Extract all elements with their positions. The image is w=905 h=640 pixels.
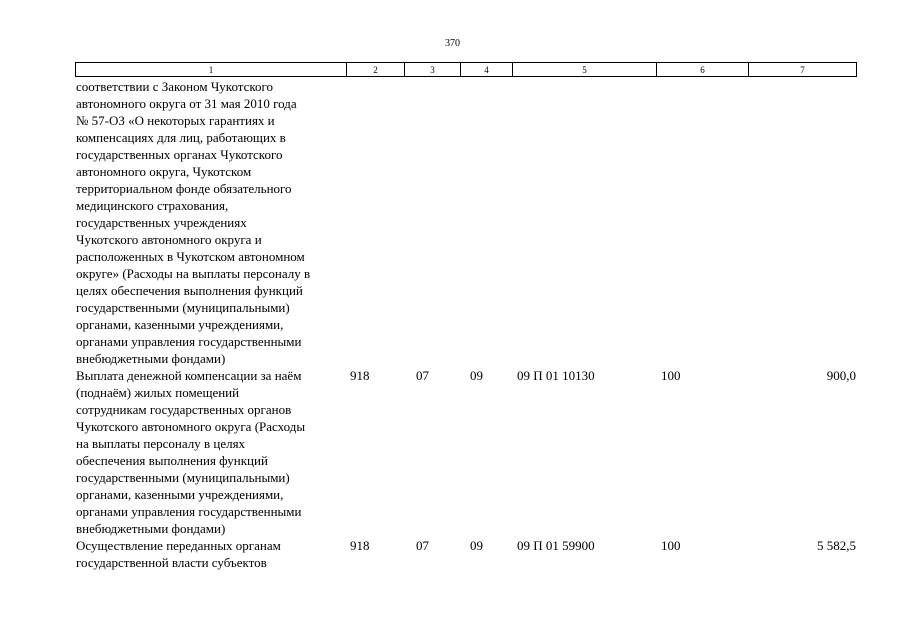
subsection-code-cell: 09 <box>470 368 483 383</box>
subsection-code-cell <box>462 78 514 367</box>
table-row: соответствии с Законом Чукотского автоном… <box>75 78 856 367</box>
expense-name-line: соответствии с Законом Чукотского <box>76 79 274 94</box>
amount-cell: 5 582,5 <box>817 538 856 553</box>
column-number-cell: 4 <box>460 62 513 77</box>
expense-name-line: Осуществление переданных органам <box>76 538 281 553</box>
expense-name-cell: соответствии с Законом Чукотского автоном… <box>75 78 348 367</box>
ministry-code-cell: 918 <box>350 538 370 553</box>
expense-name-line: внебюджетными фондами) <box>76 351 226 366</box>
expense-name-line: государственной власти субъектов <box>76 555 267 570</box>
expense-name-line: (поднаём) жилых помещений <box>76 385 240 400</box>
amount-cell <box>750 78 856 367</box>
expense-type-cell: 100 <box>661 538 681 553</box>
section-code-cell: 07 <box>416 538 429 553</box>
expense-name-line: автономного округа, Чукотском <box>76 164 252 179</box>
expense-name-line: государственными (муниципальными) <box>76 300 290 315</box>
target-article-cell: 09 П 01 10130 <box>517 368 595 383</box>
ministry-code-cell: 918 <box>350 368 370 383</box>
column-number-cell: 7 <box>748 62 857 77</box>
expense-name-line: органами, казенными учреждениями, <box>76 487 284 502</box>
expense-name-line: на выплаты персоналу в целях <box>76 436 246 451</box>
column-number-cell: 3 <box>404 62 461 77</box>
expense-name-line: медицинского страхования, <box>76 198 229 213</box>
expense-name-line: органами управления государственными <box>76 334 302 349</box>
column-number-cell: 5 <box>512 62 657 77</box>
column-number-cell: 6 <box>656 62 749 77</box>
target-article-cell: 09 П 01 59900 <box>517 538 595 553</box>
expense-name-line: расположенных в Чукотском автономном <box>76 249 305 264</box>
expense-name-line: сотрудникам государственных органов <box>76 402 292 417</box>
expense-name-line: государственных органах Чукотского <box>76 147 283 162</box>
expense-name-line: обеспечения выполнения функций <box>76 453 268 468</box>
expense-type-cell <box>658 78 750 367</box>
expense-name-line: Чукотского автономного округа (Расходы <box>76 419 306 434</box>
expense-name-line: компенсациях для лиц, работающих в <box>76 130 286 145</box>
expense-name-line: целях обеспечения выполнения функций <box>76 283 303 298</box>
column-number-cell: 2 <box>346 62 405 77</box>
table-row: Осуществление переданных органам государс… <box>75 537 856 571</box>
column-number-row: 1 2 3 4 5 6 7 <box>75 62 857 77</box>
column-number-header: 1 2 3 4 5 6 7 <box>75 62 857 77</box>
table-body: соответствии с Законом Чукотского автоном… <box>75 78 856 571</box>
expense-name-line: государственными (муниципальными) <box>76 470 290 485</box>
expense-name-line: округе» (Расходы на выплаты персоналу в <box>76 266 311 281</box>
target-article-cell <box>514 78 658 367</box>
expense-name-line: органами управления государственными <box>76 504 302 519</box>
expense-name-line: Выплата денежной компенсации за наём <box>76 368 302 383</box>
expense-name-cell: Выплата денежной компенсации за наём (под… <box>75 367 348 537</box>
expense-name-cell: Осуществление переданных органам государс… <box>75 537 348 571</box>
expense-name-line: автономного округа от 31 мая 2010 года <box>76 96 297 111</box>
expense-name-line: Чукотского автономного округа и <box>76 232 262 247</box>
ministry-code-cell <box>348 78 406 367</box>
subsection-code-cell: 09 <box>470 538 483 553</box>
expense-type-cell: 100 <box>661 368 681 383</box>
expense-name-line: государственных учреждениях <box>76 215 247 230</box>
column-number-cell: 1 <box>75 62 347 77</box>
expense-name-line: территориальном фонде обязательного <box>76 181 292 196</box>
amount-cell: 900,0 <box>826 368 856 383</box>
expense-name-line: органами, казенными учреждениями, <box>76 317 284 332</box>
page-number: 370 <box>445 38 460 49</box>
expense-name-line: внебюджетными фондами) <box>76 521 226 536</box>
table-row: Выплата денежной компенсации за наём (под… <box>75 367 856 537</box>
section-code-cell <box>406 78 462 367</box>
section-code-cell: 07 <box>416 368 429 383</box>
expense-name-line: № 57-ОЗ «О некоторых гарантиях и <box>76 113 275 128</box>
